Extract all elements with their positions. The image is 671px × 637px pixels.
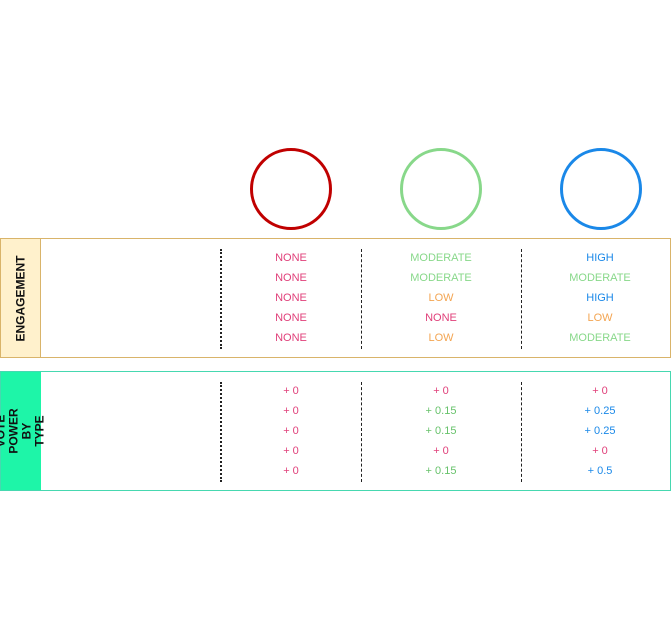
engagement-value: NONE	[275, 292, 307, 304]
engagement-value: HIGH	[586, 292, 614, 304]
engagement-value: NONE	[275, 252, 307, 264]
engagement-value: MODERATE	[410, 272, 472, 284]
red-circle	[250, 148, 332, 230]
engagement-value: HIGH	[586, 252, 614, 264]
vote-power-value: + 0	[283, 405, 299, 417]
dashed-separator	[521, 249, 522, 349]
engagement-value: NONE	[275, 332, 307, 344]
vote-power-value: + 0.15	[425, 425, 457, 437]
vote-power-value: + 0	[433, 445, 449, 457]
dashed-separator	[521, 382, 522, 482]
engagement-column-2: MODERATE MODERATE LOW NONE LOW	[381, 248, 501, 348]
engagement-section: ENGAGEMENT NONE NONE NONE NONE NONE MODERATE…	[0, 238, 671, 358]
vote-power-value: + 0.5	[587, 465, 613, 477]
engagement-column-1: NONE NONE NONE NONE NONE	[231, 248, 351, 348]
engagement-column-3: HIGH MODERATE HIGH LOW MODERATE	[540, 248, 660, 348]
vote-power-label: VOTE POWER BY TYPE	[0, 408, 48, 454]
engagement-value: NONE	[275, 272, 307, 284]
blue-circle	[560, 148, 642, 230]
engagement-label-box: ENGAGEMENT	[1, 239, 41, 357]
vote-power-value: + 0	[592, 445, 608, 457]
dotted-separator	[220, 249, 222, 349]
engagement-value: NONE	[425, 312, 457, 324]
green-circle	[400, 148, 482, 230]
vote-power-value: + 0	[283, 385, 299, 397]
vote-power-value: + 0.15	[425, 465, 457, 477]
vote-power-value: + 0.25	[584, 425, 616, 437]
engagement-value: MODERATE	[410, 252, 472, 264]
engagement-value: MODERATE	[569, 272, 631, 284]
vote-power-label-box: VOTE POWER BY TYPE	[0, 372, 47, 490]
vote-power-column-1: + 0 + 0 + 0 + 0 + 0	[231, 381, 351, 481]
vote-power-value: + 0	[592, 385, 608, 397]
dotted-separator	[220, 382, 222, 482]
dashed-separator	[361, 249, 362, 349]
vote-power-value: + 0	[283, 445, 299, 457]
vote-power-value: + 0	[283, 425, 299, 437]
vote-power-value: + 0.25	[584, 405, 616, 417]
engagement-value: NONE	[275, 312, 307, 324]
vote-power-value: + 0	[433, 385, 449, 397]
vote-power-column-2: + 0 + 0.15 + 0.15 + 0 + 0.15	[381, 381, 501, 481]
vote-power-value: + 0.15	[425, 405, 457, 417]
engagement-value: MODERATE	[569, 332, 631, 344]
vote-power-column-3: + 0 + 0.25 + 0.25 + 0 + 0.5	[540, 381, 660, 481]
vote-power-section: VOTE POWER BY TYPE + 0 + 0 + 0 + 0 + 0 + 0 + …	[0, 371, 671, 491]
engagement-value: LOW	[587, 312, 613, 324]
engagement-value: LOW	[428, 332, 454, 344]
vote-power-value: + 0	[283, 465, 299, 477]
engagement-value: LOW	[428, 292, 454, 304]
engagement-label: ENGAGEMENT	[13, 254, 28, 342]
dashed-separator	[361, 382, 362, 482]
